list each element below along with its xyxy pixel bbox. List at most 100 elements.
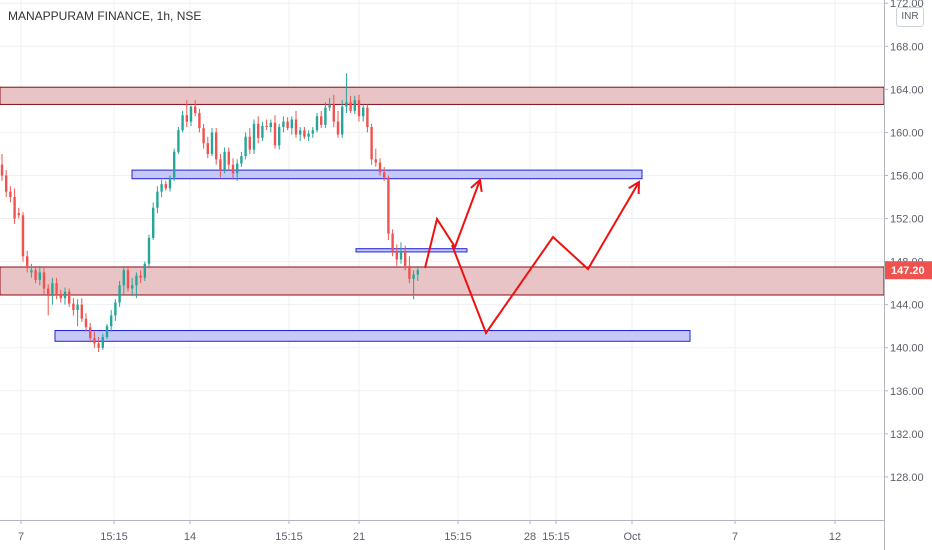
candle-body [51,283,54,297]
candle-body [227,151,230,165]
support-box-3 [54,330,691,342]
candle-body [416,270,419,275]
time-tick-label: 14 [184,531,196,543]
price-zones [0,86,885,342]
candle-body [328,104,331,108]
candle-body [97,343,100,348]
candle-body [17,213,20,216]
candle-body [185,115,188,122]
price-tick-label: 128.00 [890,472,924,484]
candle-body [59,293,62,299]
candle-body [164,184,167,189]
candle-body [126,270,130,289]
candle-body [76,304,79,311]
price-tick-label: 160.00 [890,127,924,139]
price-tick-label: 132.00 [890,429,924,441]
candle-body [202,128,205,144]
candle-body [30,270,33,273]
price-tick-label: 136.00 [890,386,924,398]
candle-body [152,207,155,238]
candle-body [210,132,214,154]
candle-body [147,237,151,264]
candle-body [189,106,193,122]
candle-body [240,156,243,164]
candle-body [105,326,109,337]
projection-path-1 [424,179,481,269]
candle-body [286,121,289,129]
time-axis[interactable]: 7 15:15 14 15:15 21 15:15 28 15:15 Oct 7 12 [0,520,884,543]
price-tick-label: 164.00 [890,84,924,96]
candle-body [399,251,403,260]
chart-grid [0,0,884,520]
candle-body [336,121,340,135]
candle-body [84,318,88,328]
candle-body [273,122,277,146]
candle-body [311,130,314,134]
candle-body [198,113,201,129]
candle-body [412,274,415,279]
price-tick-label: 152.00 [890,214,924,226]
candle-body [320,116,323,125]
support-box-2 [355,248,468,253]
candle-body [135,275,138,286]
candle-body [63,291,67,299]
candle-body [194,106,197,114]
candle-body [294,119,298,135]
last-price-tag [885,261,932,280]
candle-body [391,233,394,251]
candle-body [265,125,268,128]
candle-body [252,123,256,150]
candle-body [5,175,8,192]
projection-path-2 [451,181,640,336]
candle-body [13,197,16,219]
last-price-label: 147.20 [891,265,925,277]
candle-body [357,100,361,117]
candle-body [143,263,146,278]
candle-body [110,315,113,327]
time-tick-label: 15:15 [100,531,128,543]
candle-body [122,270,125,286]
candle-body [72,303,75,311]
candle-body [101,336,104,348]
candle-body [278,127,281,146]
price-tick-label: 144.00 [890,300,924,312]
candle-body [299,130,302,135]
price-tick-label: 172.00 [890,0,924,10]
candle-body [181,115,184,131]
time-tick-label: 15:15 [542,531,570,543]
candle-body [38,272,41,280]
candle-body [324,107,327,125]
candle-body [215,132,218,160]
candle-body [387,177,390,234]
price-tick-label: 140.00 [890,343,924,355]
candle-body [269,122,272,128]
candle-body [93,338,96,344]
candle-body [362,107,365,117]
candle-body [68,291,71,304]
candle-body [160,184,163,192]
price-axis[interactable]: 128.00132.00136.00140.00144.00148.00152.… [884,0,932,550]
projection-arrowhead-1 [470,178,483,193]
candle-body [332,104,335,122]
candle-body [353,100,356,111]
time-tick-label: 21 [353,531,365,543]
currency-badge[interactable]: INR [896,7,924,27]
time-tick-label: Oct [623,531,640,543]
projection-paths [424,178,641,336]
candle-body [257,123,260,138]
candle-body [21,215,25,257]
time-tick-label: 7 [732,531,738,543]
candle-body [131,285,134,289]
candle-body [9,191,12,198]
candle-body [261,125,264,138]
candle-body [168,177,172,189]
candle-body [307,133,310,137]
candle-body [244,136,247,157]
candle-body [223,151,226,171]
candle-body [315,116,319,131]
candle-body [26,256,29,267]
candle-body [349,102,352,111]
candle-body [383,172,386,178]
candle-body [89,327,92,339]
